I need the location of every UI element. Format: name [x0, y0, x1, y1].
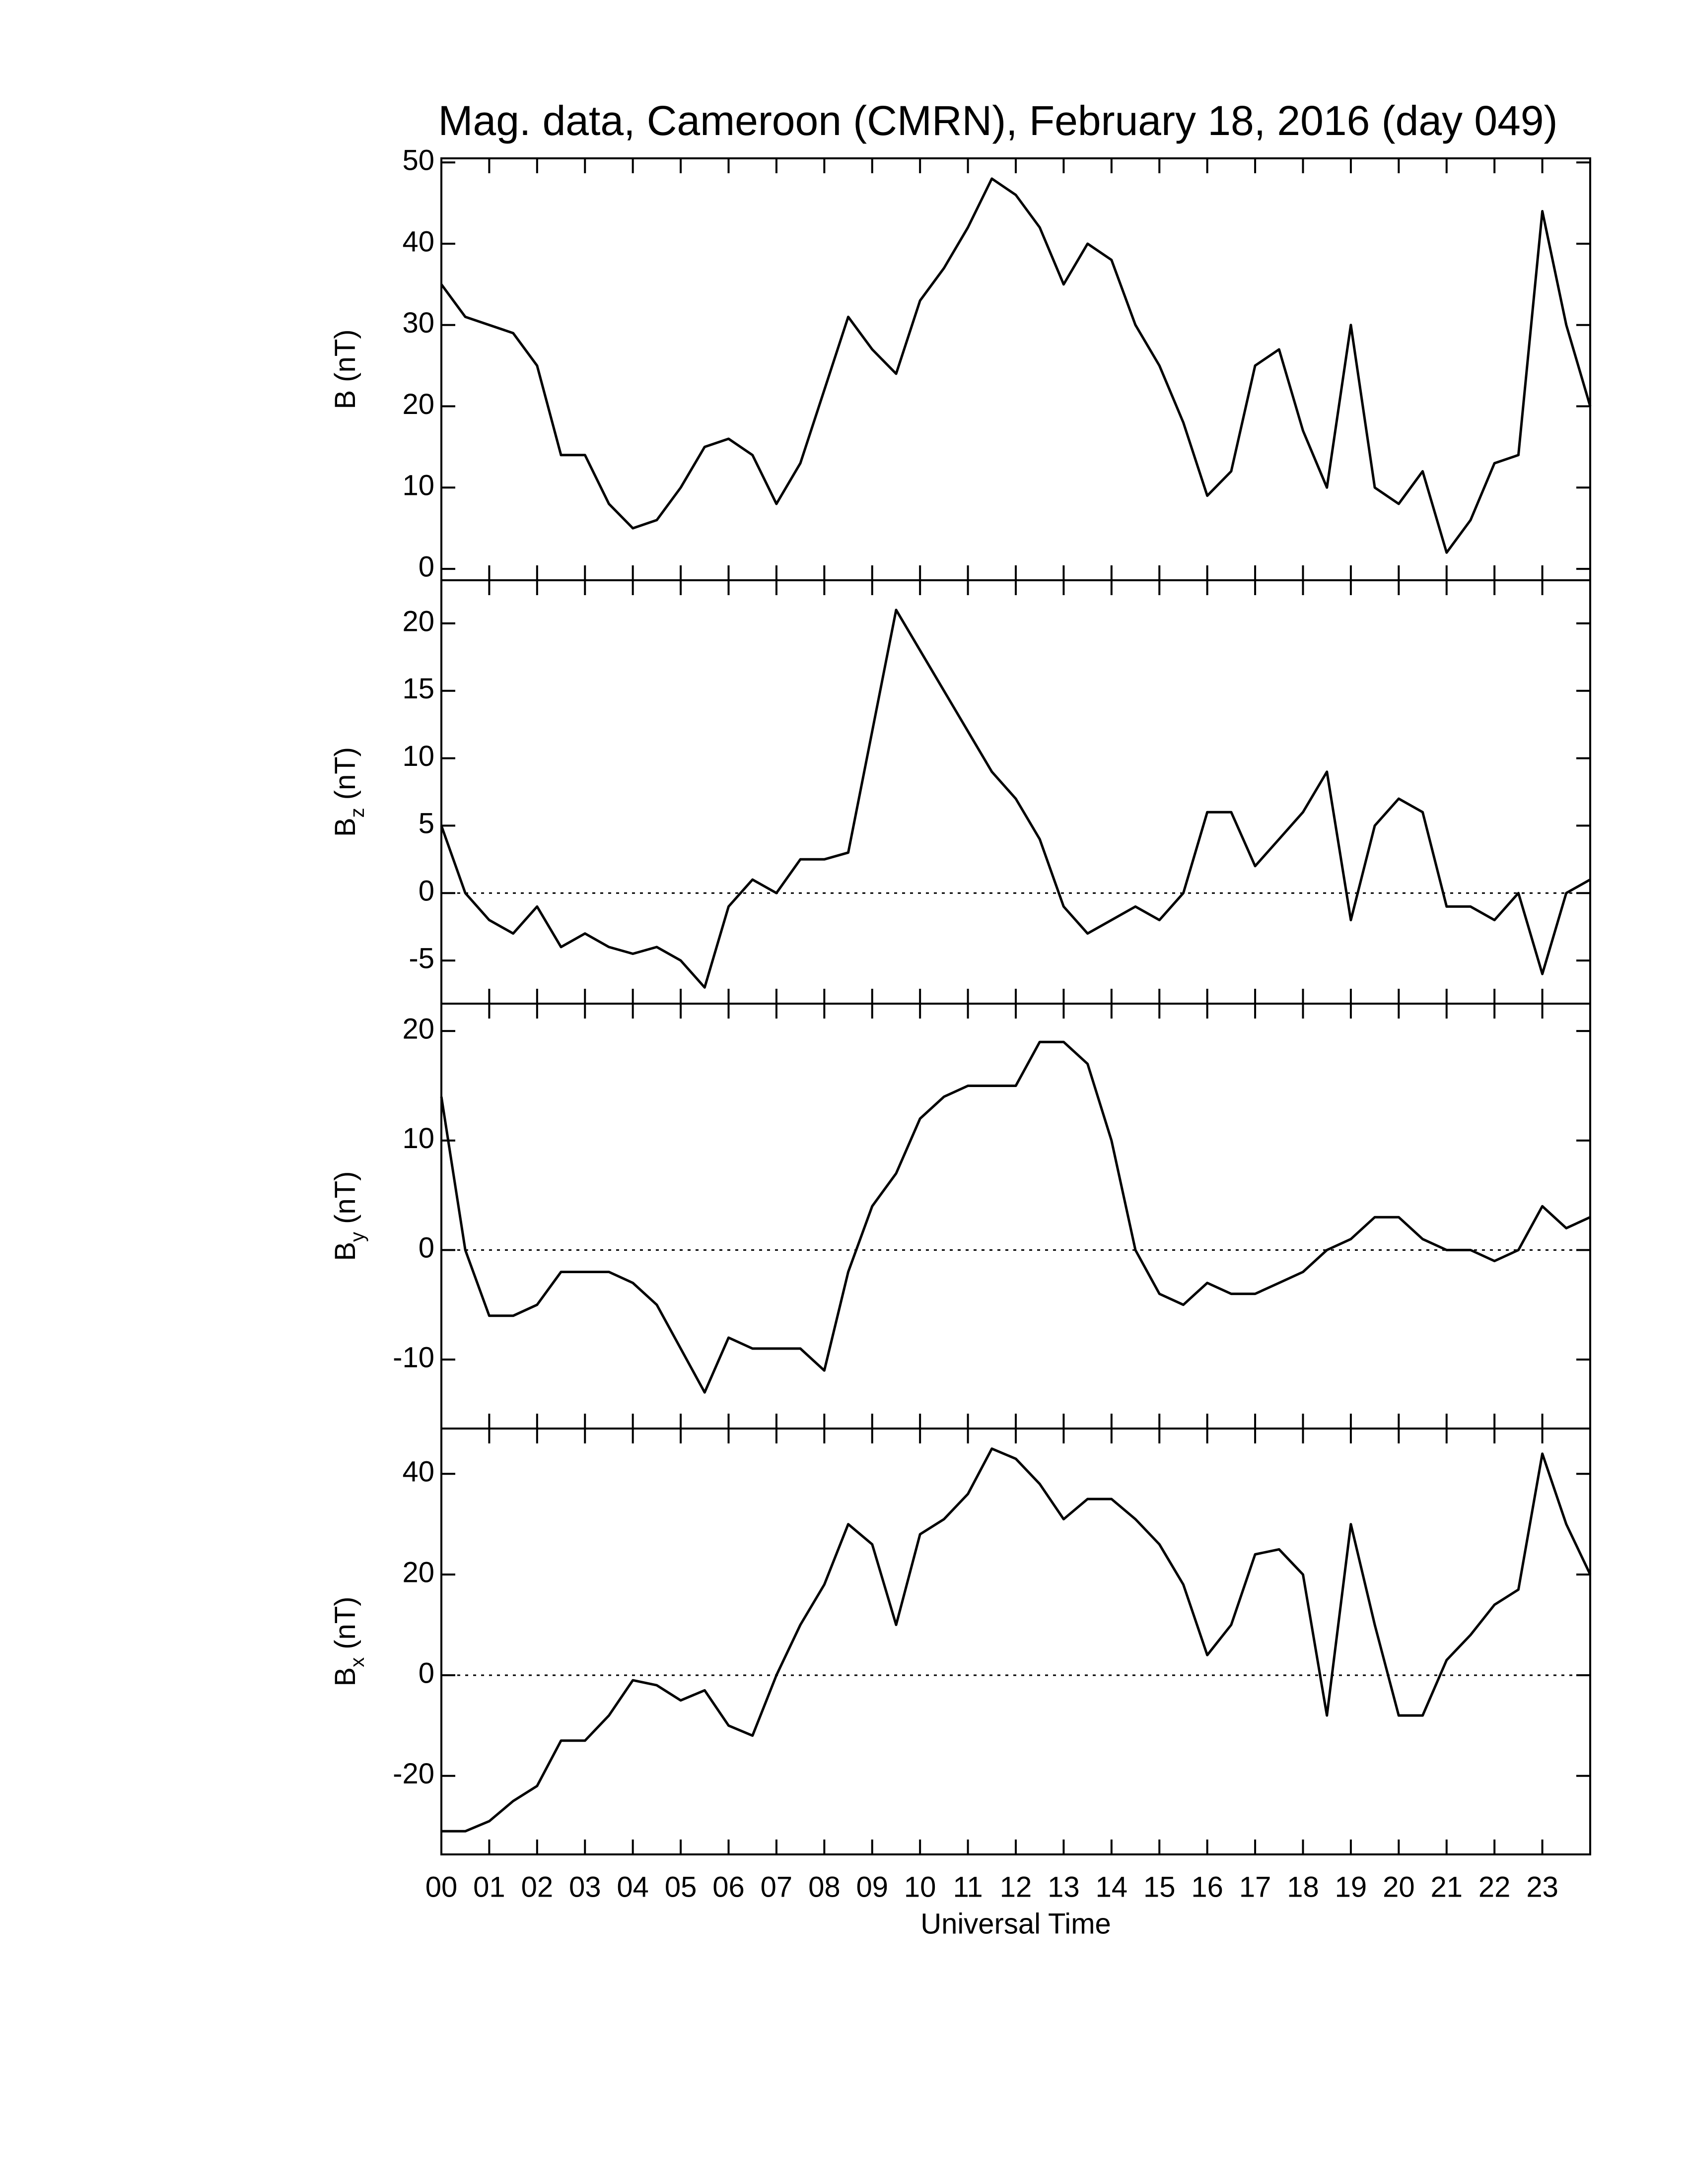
y-tick-label: 20	[402, 605, 434, 637]
y-axis-label: By (nT)	[329, 1171, 368, 1261]
data-line	[440, 177, 1592, 554]
y-tick-label: 20	[402, 1013, 434, 1045]
x-tick-label: 19	[1335, 1871, 1367, 1903]
y-tick-label: 10	[402, 470, 434, 502]
x-tick-label: 06	[712, 1871, 745, 1903]
y-label-unit: (nT)	[329, 1596, 361, 1649]
x-tick-label: 12	[1000, 1871, 1032, 1903]
y-axis-label: B (nT)	[329, 329, 361, 409]
y-tick-label: 20	[402, 388, 434, 420]
x-axis-label: Universal Time	[920, 1908, 1111, 1940]
x-tick-label: 14	[1096, 1871, 1128, 1903]
x-tick-label: 02	[521, 1871, 554, 1903]
y-label-subscript: y	[347, 1232, 368, 1242]
y-tick-label: 0	[419, 550, 434, 583]
x-tick-label: 04	[617, 1871, 649, 1903]
y-label-symbol: B	[329, 390, 361, 410]
y-tick-label: 10	[402, 740, 434, 772]
y-tick-label: 5	[419, 808, 434, 840]
x-tick-label: 03	[569, 1871, 601, 1903]
x-tick-label: 05	[665, 1871, 697, 1903]
x-tick-label: 16	[1191, 1871, 1223, 1903]
x-tick-label: 17	[1239, 1871, 1271, 1903]
x-tick-label: 20	[1383, 1871, 1415, 1903]
y-tick-label: -5	[409, 942, 434, 974]
y-tick-label: -10	[393, 1341, 434, 1373]
x-tick-label: 09	[856, 1871, 888, 1903]
y-label-subscript: x	[347, 1657, 368, 1667]
y-tick-label: 30	[402, 307, 434, 339]
y-tick-label: 40	[402, 1456, 434, 1488]
y-tick-label: 0	[419, 1657, 434, 1689]
x-tick-label: 21	[1430, 1871, 1463, 1903]
x-tick-label: 01	[473, 1871, 505, 1903]
data-line	[441, 1447, 1592, 1833]
x-tick-label: 07	[761, 1871, 793, 1903]
y-tick-label: 40	[402, 225, 434, 258]
data-line	[440, 1040, 1591, 1394]
x-tick-label: 10	[904, 1871, 936, 1903]
y-tick-label: -20	[393, 1758, 434, 1790]
x-tick-label: 13	[1048, 1871, 1080, 1903]
y-label-unit: (nT)	[329, 747, 361, 800]
x-tick-label: 18	[1287, 1871, 1319, 1903]
y-tick-label: 0	[419, 875, 434, 907]
y-tick-label: 50	[402, 144, 434, 177]
y-label-subscript: z	[347, 808, 368, 818]
x-tick-label: 23	[1526, 1871, 1558, 1903]
y-label-symbol: B	[329, 1242, 361, 1261]
y-label-unit: (nT)	[329, 329, 361, 382]
y-label-symbol: B	[329, 1667, 361, 1687]
y-tick-label: 20	[402, 1556, 434, 1588]
y-axis-label: Bx (nT)	[329, 1596, 368, 1686]
x-tick-label: 22	[1478, 1871, 1511, 1903]
y-label-symbol: B	[329, 818, 361, 837]
data-line	[440, 609, 1591, 989]
y-tick-label: 10	[402, 1122, 434, 1155]
y-tick-label: 0	[419, 1232, 434, 1264]
x-tick-label: 15	[1143, 1871, 1176, 1903]
x-tick-label: 11	[953, 1871, 983, 1903]
x-tick-label: 08	[808, 1871, 841, 1903]
y-tick-label: 15	[402, 673, 434, 705]
y-axis-label: Bz (nT)	[329, 747, 368, 837]
x-tick-label: 00	[425, 1871, 458, 1903]
chart-title: Mag. data, Cameroon (CMRN), February 18,…	[438, 97, 1558, 144]
y-label-unit: (nT)	[329, 1171, 361, 1224]
